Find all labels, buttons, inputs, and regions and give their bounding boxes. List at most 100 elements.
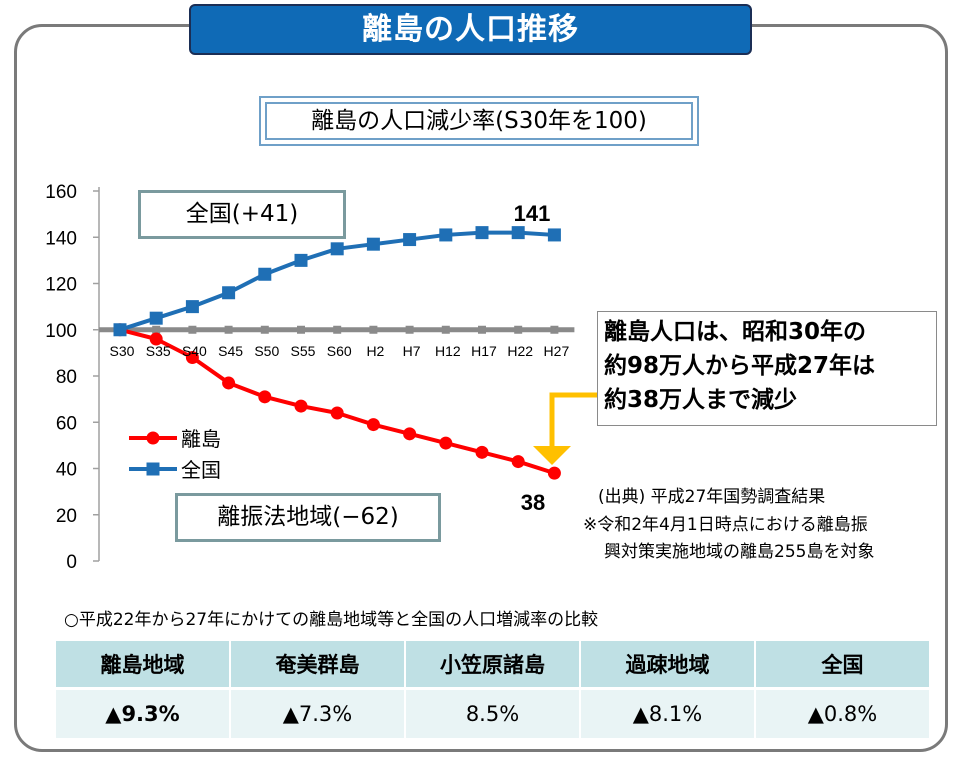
y-tick-label: 160 — [45, 182, 77, 203]
data-point-remote — [258, 390, 272, 404]
data-point-national — [185, 300, 199, 314]
table-header-row: 離島地域 奄美群島 小笠原諸島 過疎地域 全国 — [56, 641, 931, 687]
legend-marker — [146, 462, 160, 476]
series-layer — [113, 226, 561, 480]
legend-label: 離島 — [181, 428, 221, 451]
y-tick-label: 20 — [56, 506, 77, 527]
baseline-marker — [333, 325, 342, 334]
comparison-heading: ○平成22年から27年にかけての離島地域等と全国の人口増減率の比較 — [64, 610, 599, 630]
pointer-arrow-shaft — [549, 392, 597, 447]
source-note: (出典) 平成27年国勢調査結果 — [598, 487, 826, 507]
baseline-layer — [99, 325, 575, 334]
data-point-national — [149, 311, 163, 325]
x-tick-label: H22 — [507, 343, 533, 359]
summary-note: 離島人口は、昭和30年の 約98万人から平成27年は 約38万人まで減少 — [597, 311, 937, 426]
baseline-marker — [550, 325, 559, 334]
table-cell: ▲9.3% — [56, 687, 231, 738]
data-point-remote — [366, 418, 380, 432]
chart-title-box: 離島の人口減少率(S30年を100) — [259, 96, 699, 146]
scope-note-cont: 興対策実施地域の離島255島を対象 — [604, 542, 875, 562]
summary-note-line: 約98万人から平成27年は — [604, 353, 876, 379]
x-tick-label: S35 — [146, 343, 171, 359]
baseline-marker — [152, 325, 161, 334]
data-point-remote — [222, 376, 236, 390]
y-tick-label: 100 — [45, 321, 77, 342]
data-point-national — [547, 228, 561, 242]
chart-axes: 0 20 40 60 80 100 120 140 160 — [45, 182, 100, 573]
x-tick-label: S30 — [110, 343, 135, 359]
x-tick-label: H12 — [435, 343, 461, 359]
data-point-remote — [330, 406, 344, 420]
data-point-remote — [185, 351, 199, 364]
baseline-marker — [297, 325, 305, 334]
end-label-national: 141 — [514, 201, 551, 226]
y-tick-label: 140 — [45, 228, 77, 249]
x-tick-label: S45 — [218, 343, 243, 359]
table-header-cell: 奄美群島 — [231, 641, 406, 687]
table-header-cell: 離島地域 — [56, 641, 231, 687]
page-title: 離島の人口推移 — [189, 4, 752, 55]
population-chart: 0 20 40 60 80 100 120 140 160 S30 S35 S40 S45 S50 S55… — [45, 182, 597, 573]
data-point-remote — [475, 445, 489, 459]
x-tick-label: S40 — [182, 343, 207, 359]
x-tick-label: H7 — [403, 343, 421, 359]
x-tick-label: S60 — [327, 343, 352, 359]
summary-note-line: 約38万人まで減少 — [604, 387, 798, 413]
table-cell: ▲8.1% — [581, 687, 756, 738]
baseline-marker — [441, 325, 450, 334]
data-point-remote — [403, 427, 417, 441]
x-tick-label: H17 — [471, 343, 497, 359]
data-point-national — [511, 226, 525, 240]
data-point-national — [294, 253, 308, 267]
table-cell: ▲0.8% — [756, 687, 931, 738]
baseline-marker — [260, 325, 269, 334]
scope-note: ※令和2年4月1日時点における離島振 — [583, 515, 868, 535]
data-point-national — [330, 242, 344, 256]
end-label-remote: 38 — [521, 490, 545, 515]
data-point-national — [403, 233, 417, 247]
data-point-remote — [149, 332, 163, 346]
data-point-remote — [547, 466, 561, 480]
legend-marker — [146, 431, 160, 445]
baseline-marker — [224, 325, 233, 334]
data-point-remote — [511, 455, 525, 469]
table-header-cell: 過疎地域 — [581, 641, 756, 687]
y-tick-label: 120 — [45, 275, 77, 296]
data-point-national — [113, 323, 127, 337]
x-tick-label: H27 — [544, 343, 570, 359]
data-point-national — [258, 267, 272, 281]
data-point-national — [439, 228, 453, 242]
data-point-national — [475, 226, 489, 240]
x-tick-label: S55 — [291, 343, 316, 359]
y-tick-label: 40 — [56, 460, 77, 481]
baseline-marker — [369, 325, 378, 334]
pointer-arrow-head — [533, 446, 571, 465]
arrow-layer — [533, 392, 597, 465]
baseline-marker — [405, 325, 414, 334]
data-point-remote — [439, 436, 453, 450]
x-tick-label: S50 — [254, 343, 279, 359]
comparison-table: 離島地域 奄美群島 小笠原諸島 過疎地域 全国 ▲9.3% ▲7.3% 8.5%… — [56, 641, 931, 738]
data-point-national — [222, 286, 236, 300]
table-cell: ▲7.3% — [231, 687, 406, 738]
legend-label: 全国 — [181, 459, 221, 482]
y-tick-label: 80 — [56, 367, 77, 388]
y-tick-label: 0 — [66, 552, 77, 573]
y-tick-label: 60 — [56, 413, 77, 434]
summary-note-line: 離島人口は、昭和30年の — [604, 319, 867, 345]
x-tick-label: H2 — [366, 343, 384, 359]
table-header-cell: 全国 — [756, 641, 931, 687]
x-tick-labels: S30 S35 S40 S45 S50 S55 S60 H2 H7 H12 H17 H22 H27 — [110, 343, 570, 359]
baseline-marker — [188, 325, 197, 334]
baseline-marker — [514, 325, 523, 334]
table-cell: 8.5% — [406, 687, 581, 738]
table-row: ▲9.3% ▲7.3% 8.5% ▲8.1% ▲0.8% — [56, 687, 931, 738]
baseline-marker — [478, 325, 486, 334]
table-header-cell: 小笠原諸島 — [406, 641, 581, 687]
chart-title: 離島の人口減少率(S30年を100) — [265, 102, 693, 140]
data-point-national — [366, 237, 380, 251]
remote-change-tag: 離振法地域(−62) — [175, 493, 441, 542]
data-point-remote — [294, 399, 308, 413]
national-change-tag: 全国(+41) — [138, 190, 346, 239]
